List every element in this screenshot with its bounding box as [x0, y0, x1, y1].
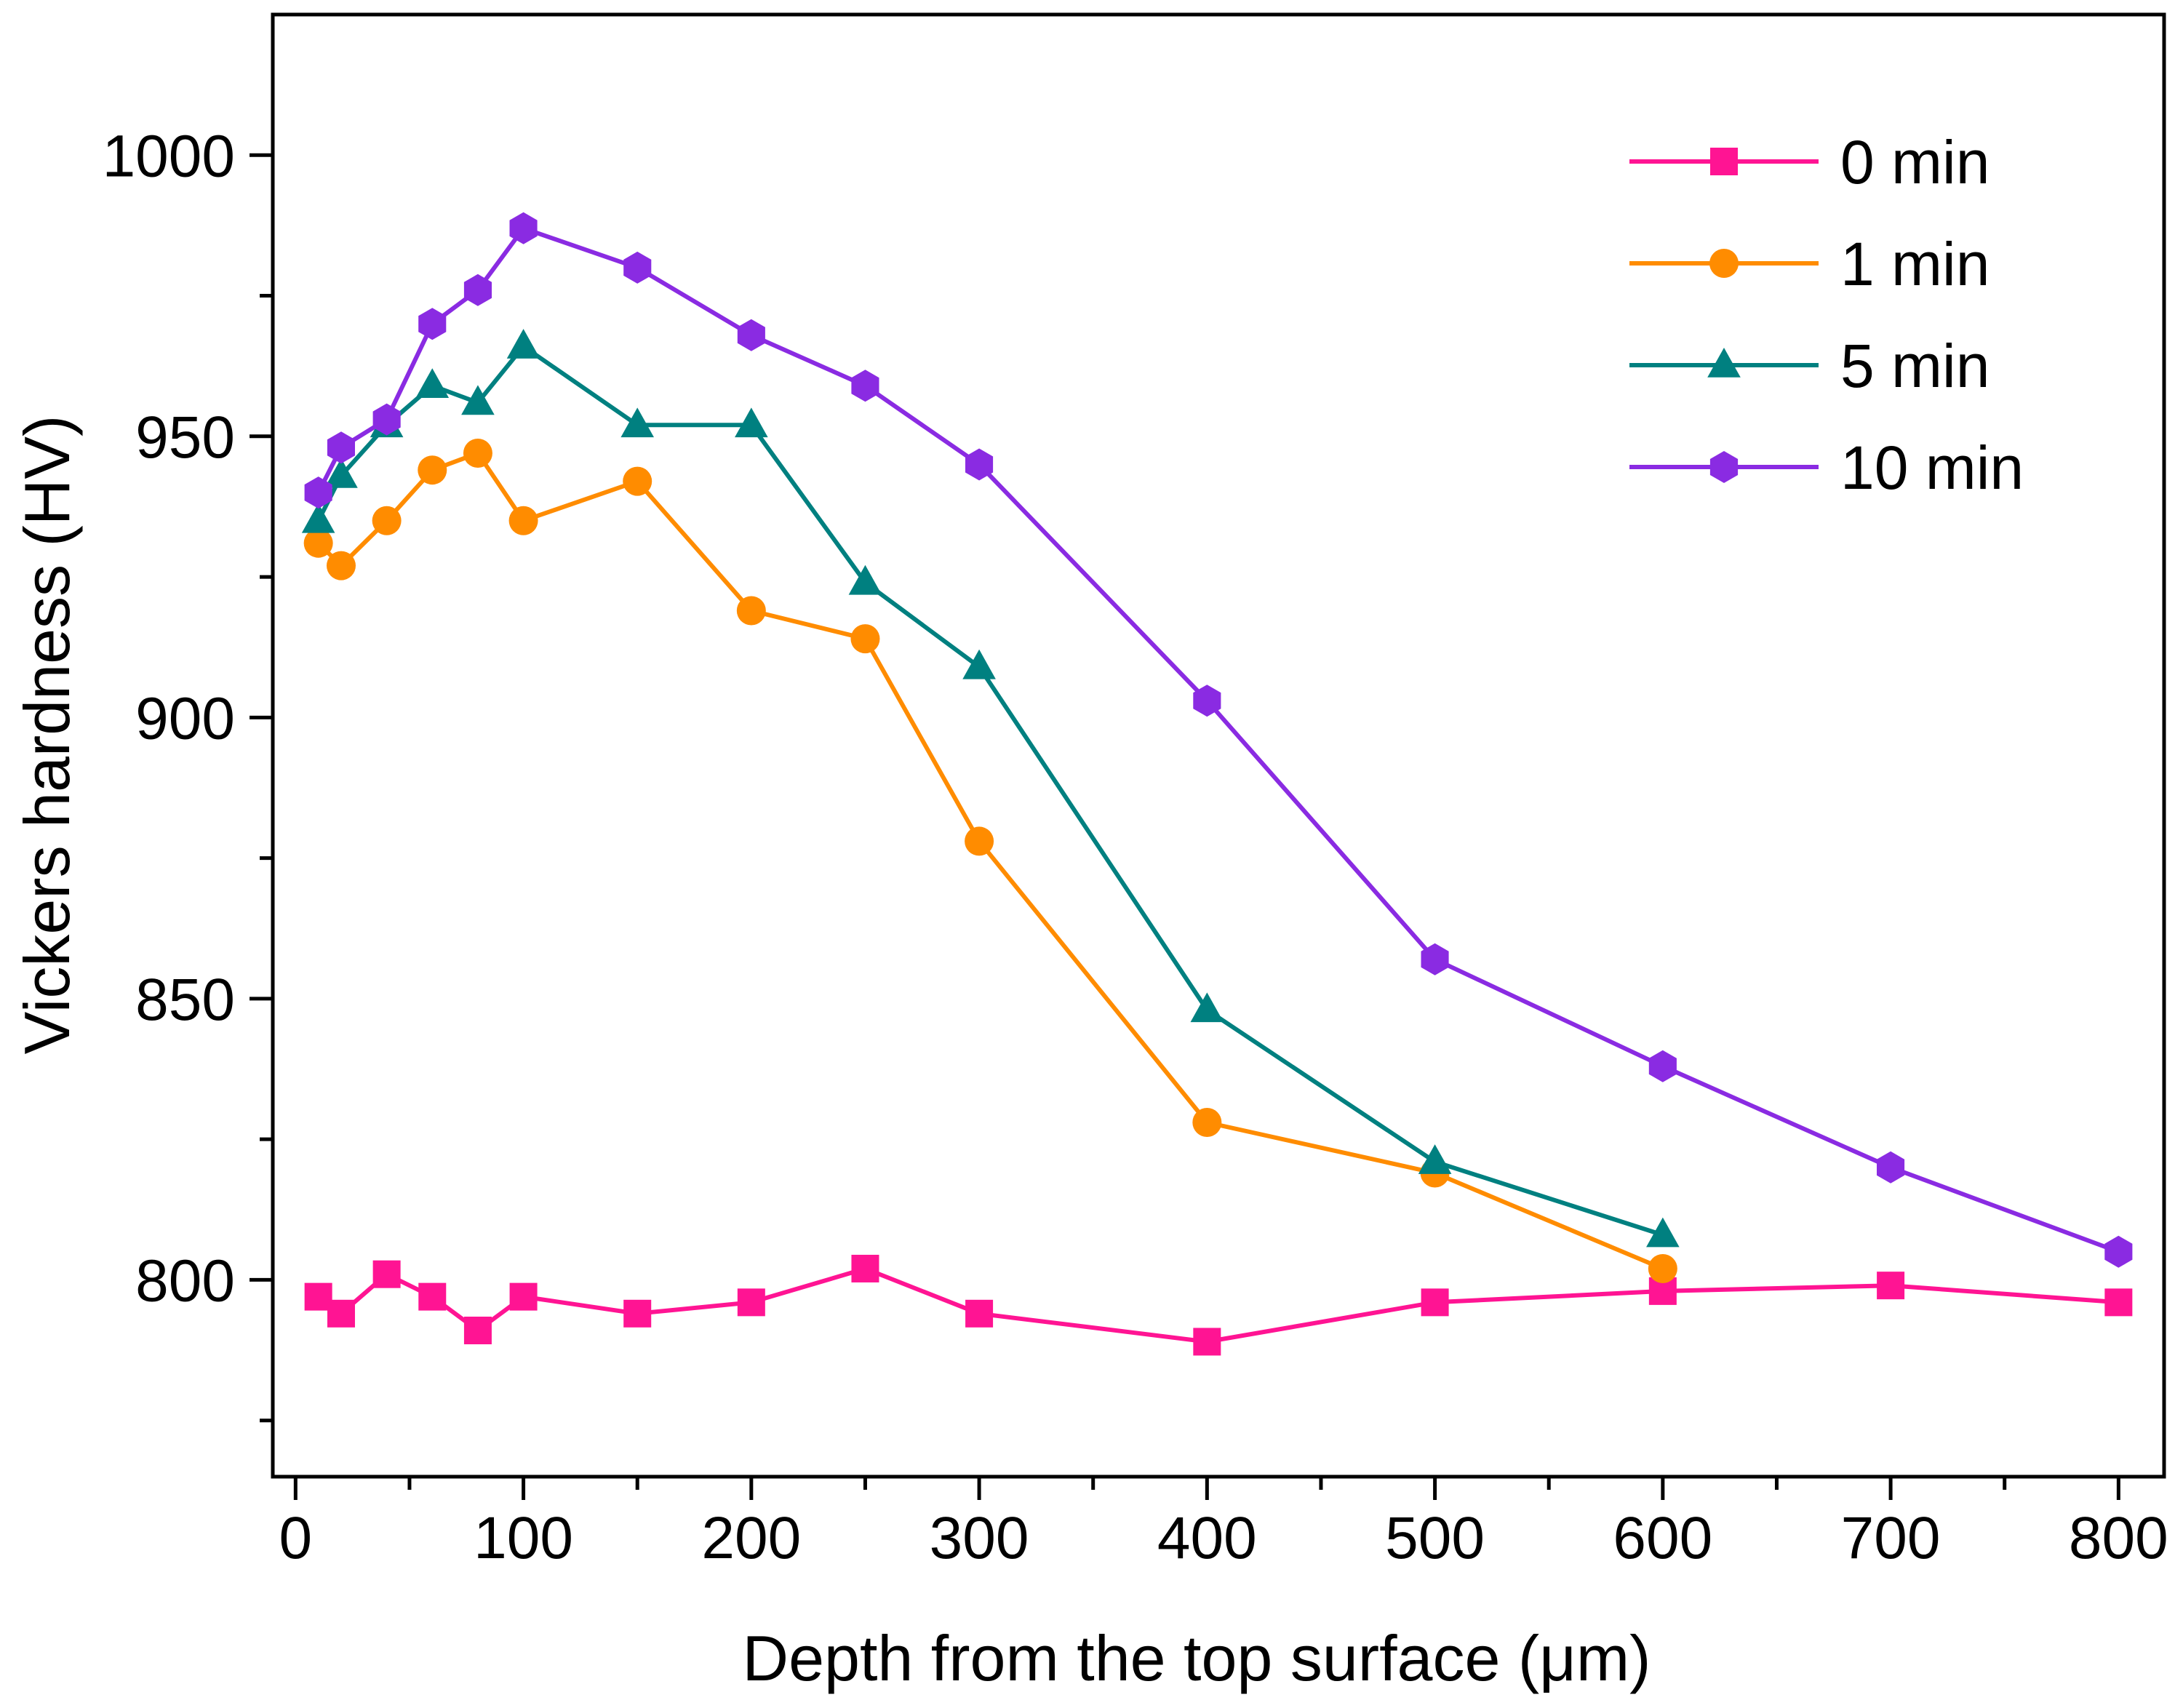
data-point — [1192, 1107, 1222, 1137]
series-line — [316, 451, 1664, 1271]
data-point — [327, 431, 355, 464]
legend: 0 min 1 min 5 min 10 min — [1629, 128, 2024, 502]
data-point — [965, 448, 994, 481]
x-tick-label: 800 — [2069, 1505, 2168, 1571]
data-point — [620, 407, 655, 438]
y-tick-label: 950 — [135, 404, 235, 471]
data-point — [962, 649, 996, 679]
legend-entry: 10 min — [1629, 434, 2024, 502]
data-point — [737, 319, 765, 351]
x-tick-label: 0 — [279, 1505, 313, 1571]
x-tick-label: 500 — [1385, 1505, 1485, 1571]
data-point — [508, 506, 538, 535]
data-point — [1648, 1253, 1677, 1283]
data-point — [509, 212, 538, 244]
data-point — [1646, 1217, 1680, 1248]
data-point — [850, 624, 880, 654]
data-point — [623, 251, 652, 284]
legend-marker — [1709, 451, 1739, 483]
legend-marker — [1709, 249, 1739, 278]
plot-frame — [271, 12, 2166, 1479]
legend-entry: 5 min — [1629, 332, 1990, 400]
y-axis-title: Vickers hardness (HV) — [11, 415, 83, 1055]
data-point — [509, 1282, 538, 1311]
legend-marker — [1707, 348, 1741, 378]
data-point — [324, 458, 358, 488]
data-point — [1193, 1328, 1221, 1356]
x-tick-label: 400 — [1157, 1505, 1257, 1571]
series-1 — [303, 439, 1677, 1283]
data-point — [1421, 943, 1449, 975]
data-point — [735, 407, 768, 438]
y-tick-label: 800 — [135, 1248, 235, 1314]
data-point — [327, 1299, 355, 1328]
legend-entry: 0 min — [1629, 128, 1990, 196]
data-point — [418, 455, 447, 485]
data-point — [737, 1288, 765, 1317]
y-tick-label: 900 — [135, 685, 235, 751]
legend-entry: 1 min — [1629, 230, 1990, 298]
x-tick-label: 200 — [701, 1505, 801, 1571]
data-point — [965, 826, 994, 856]
data-point — [463, 1317, 492, 1344]
data-point — [461, 385, 495, 415]
data-point — [372, 1260, 401, 1288]
data-point — [304, 476, 332, 509]
legend-label: 10 min — [1840, 434, 2024, 502]
data-point — [463, 274, 492, 306]
series-0 — [304, 1254, 2133, 1356]
x-tick-label: 100 — [474, 1505, 573, 1571]
data-point — [2104, 1288, 2133, 1317]
y-tick-label: 1000 — [103, 123, 235, 189]
data-point — [1877, 1272, 1905, 1300]
data-point — [623, 1299, 652, 1328]
data-point — [965, 1299, 994, 1328]
data-point — [301, 503, 335, 533]
series-layer — [301, 212, 2133, 1356]
y-tick-label: 850 — [135, 967, 235, 1033]
data-point — [1421, 1288, 1449, 1317]
data-point — [1193, 685, 1221, 717]
x-tick-label: 700 — [1841, 1505, 1941, 1571]
data-point — [1190, 992, 1224, 1023]
data-point — [1418, 1144, 1452, 1174]
data-point — [1877, 1151, 1905, 1184]
data-point — [736, 596, 766, 626]
legend-marker — [1710, 148, 1738, 175]
data-point — [326, 551, 356, 580]
legend-label: 5 min — [1840, 332, 1990, 400]
data-point — [415, 368, 450, 399]
data-point — [418, 308, 447, 340]
data-point — [848, 564, 882, 595]
data-point — [303, 528, 333, 558]
x-tick-label: 300 — [930, 1505, 1029, 1571]
data-point — [418, 1282, 447, 1311]
data-point — [1648, 1050, 1677, 1082]
data-point — [2104, 1235, 2133, 1268]
legend-label: 1 min — [1840, 230, 1990, 298]
data-point — [463, 439, 492, 468]
series-3 — [304, 212, 2133, 1268]
series-line — [316, 344, 1664, 1237]
data-point — [372, 506, 402, 535]
data-point — [851, 370, 879, 402]
axis-ticks: 0 100 200 300 400 500 600 700 800 800 850 900 950 100… — [103, 123, 2168, 1571]
data-point — [623, 466, 652, 496]
x-axis-title: Depth from the top surface (μm) — [743, 1622, 1651, 1694]
x-tick-label: 600 — [1613, 1505, 1712, 1571]
data-point — [851, 1254, 879, 1282]
data-point — [372, 403, 401, 436]
data-point — [506, 329, 540, 359]
legend-label: 0 min — [1840, 128, 1990, 196]
